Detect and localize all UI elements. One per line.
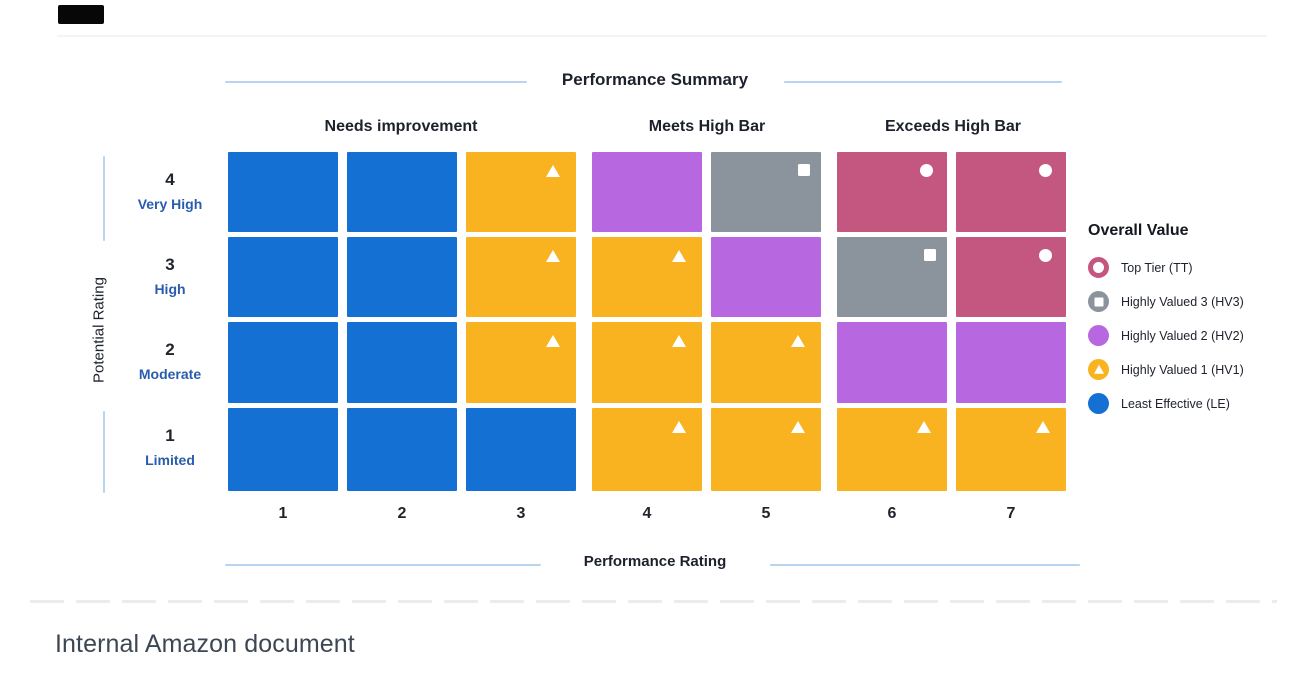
legend-item-label: Highly Valued 2 (HV2): [1121, 328, 1244, 343]
triangle-marker-icon: [546, 165, 560, 177]
x-tick-4: 4: [642, 505, 652, 522]
matrix-cell-r3-c2-le: [347, 237, 457, 317]
triangle-marker-icon: [1036, 421, 1050, 433]
legend-item-le: Least Effective (LE): [1088, 393, 1293, 414]
row-rating-descriptor: High: [154, 281, 186, 297]
circle-marker-icon: [1039, 249, 1052, 262]
x-axis-rule-left: [225, 564, 541, 566]
row-rating-descriptor: Moderate: [138, 366, 202, 382]
matrix-cell-r2-c1-le: [228, 322, 338, 403]
square-glyph-icon: [1094, 297, 1103, 306]
x-axis-title: Performance Rating: [583, 553, 727, 570]
matrix-cell-r1-c3-le: [466, 408, 576, 491]
matrix-cell-r4-c1-le: [228, 152, 338, 232]
legend-item-tt: Top Tier (TT): [1088, 257, 1293, 278]
bottom-divider: [30, 600, 1277, 603]
y-axis-title: Potential Rating: [90, 277, 108, 383]
matrix-cell-r2-c6-hv2: [837, 322, 947, 403]
matrix-cell-r4-c3-hv1: [466, 152, 576, 232]
triangle-marker-icon: [917, 421, 931, 433]
legend-title: Overall Value: [1088, 222, 1189, 239]
legend-item-label: Highly Valued 1 (HV1): [1121, 362, 1244, 377]
row-label-3: 3 High: [113, 255, 227, 298]
x-tick-5: 5: [761, 505, 771, 522]
row-rating-number: 1: [165, 426, 175, 445]
row-label-1: 1 Limited: [113, 426, 227, 469]
triangle-glyph-icon: [1093, 364, 1104, 374]
row-rating-number: 2: [165, 340, 175, 359]
legend-item-label: Top Tier (TT): [1121, 260, 1193, 275]
legend-item-hv2: Highly Valued 2 (HV2): [1088, 325, 1293, 346]
legend-swatch-tt-icon: [1088, 257, 1109, 278]
row-label-4: 4 Very High: [113, 170, 227, 213]
x-tick-7: 7: [1006, 505, 1016, 522]
row-rating-descriptor: Very High: [137, 196, 203, 212]
group-header-1: Needs improvement: [324, 118, 478, 135]
legend-swatch-hv1-icon: [1088, 359, 1109, 380]
triangle-marker-icon: [791, 421, 805, 433]
chart-title: Performance Summary: [561, 70, 749, 89]
matrix-cell-r4-c7-tt: [956, 152, 1066, 232]
matrix-cell-r2-c5-hv1: [711, 322, 821, 403]
footer-caption: Internal Amazon document: [55, 630, 355, 658]
matrix-cell-r3-c4-hv1: [592, 237, 702, 317]
y-axis-rule-bottom: [103, 411, 105, 493]
matrix-cell-r1-c4-hv1: [592, 408, 702, 491]
matrix-cell-r4-c5-hv3: [711, 152, 821, 232]
matrix-cell-r2-c7-hv2: [956, 322, 1066, 403]
circle-marker-icon: [1039, 164, 1052, 177]
matrix-cell-r4-c2-le: [347, 152, 457, 232]
matrix-cell-r1-c5-hv1: [711, 408, 821, 491]
matrix-cell-r2-c4-hv1: [592, 322, 702, 403]
matrix-cell-r1-c6-hv1: [837, 408, 947, 491]
triangle-marker-icon: [672, 421, 686, 433]
x-axis-rule-right: [770, 564, 1080, 566]
legend-swatch-hv2-icon: [1088, 325, 1109, 346]
matrix-cell-r2-c2-le: [347, 322, 457, 403]
row-rating-descriptor: Limited: [145, 452, 195, 468]
redaction-mark: [58, 5, 104, 24]
triangle-marker-icon: [791, 335, 805, 347]
matrix-cell-r3-c1-le: [228, 237, 338, 317]
legend-swatch-hv3-icon: [1088, 291, 1109, 312]
legend-item-hv3: Highly Valued 3 (HV3): [1088, 291, 1293, 312]
matrix-cell-r1-c7-hv1: [956, 408, 1066, 491]
top-divider: [57, 35, 1267, 37]
title-rule-right: [784, 81, 1062, 83]
triangle-marker-icon: [672, 250, 686, 262]
y-axis-rule-top: [103, 156, 105, 241]
matrix-cell-r3-c6-hv3: [837, 237, 947, 317]
matrix-cell-r3-c3-hv1: [466, 237, 576, 317]
matrix-cell-r4-c4-hv2: [592, 152, 702, 232]
square-marker-icon: [798, 164, 810, 176]
group-header-3: Exceeds High Bar: [884, 118, 1022, 135]
circle-marker-icon: [920, 164, 933, 177]
square-marker-icon: [924, 249, 936, 261]
legend: Overall Value Top Tier (TT) Highly Valued…: [1088, 222, 1293, 427]
legend-swatch-le-icon: [1088, 393, 1109, 414]
legend-item-label: Highly Valued 3 (HV3): [1121, 294, 1244, 309]
matrix-cell-r3-c5-hv2: [711, 237, 821, 317]
triangle-marker-icon: [546, 335, 560, 347]
matrix-cell-r2-c3-hv1: [466, 322, 576, 403]
x-tick-2: 2: [397, 505, 407, 522]
x-tick-3: 3: [516, 505, 526, 522]
row-rating-number: 4: [165, 170, 175, 189]
x-tick-6: 6: [887, 505, 897, 522]
row-rating-number: 3: [165, 255, 175, 274]
legend-item-label: Least Effective (LE): [1121, 396, 1230, 411]
triangle-marker-icon: [546, 250, 560, 262]
title-rule-left: [225, 81, 527, 83]
matrix-cell-r1-c1-le: [228, 408, 338, 491]
triangle-marker-icon: [672, 335, 686, 347]
legend-items: Top Tier (TT) Highly Valued 3 (HV3) Highly…: [1088, 257, 1293, 414]
x-tick-1: 1: [278, 505, 288, 522]
matrix-cell-r1-c2-le: [347, 408, 457, 491]
matrix-cell-r4-c6-tt: [837, 152, 947, 232]
matrix-cell-r3-c7-tt: [956, 237, 1066, 317]
row-label-2: 2 Moderate: [113, 340, 227, 383]
group-header-2: Meets High Bar: [648, 118, 766, 135]
legend-item-hv1: Highly Valued 1 (HV1): [1088, 359, 1293, 380]
